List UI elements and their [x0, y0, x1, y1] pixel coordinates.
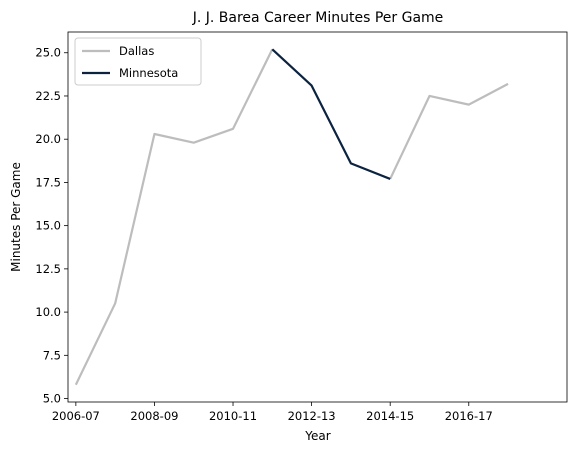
legend-label-minnesota: Minnesota — [119, 66, 178, 80]
y-tick-label: 7.5 — [43, 348, 61, 362]
plot-frame — [67, 31, 568, 403]
chart-title: J. J. Barea Career Minutes Per Game — [192, 10, 444, 26]
y-tick-label: 15.0 — [35, 219, 61, 233]
x-tick-label: 2014-15 — [366, 409, 414, 423]
x-axis-label: Year — [304, 429, 330, 443]
y-tick-label: 25.0 — [35, 46, 61, 60]
x-tick-label: 2006-07 — [52, 409, 100, 423]
y-tick-label: 12.5 — [35, 262, 61, 276]
y-tick-label: 5.0 — [43, 392, 61, 406]
x-tick-label: 2008-09 — [130, 409, 178, 423]
series-line-minnesota-1 — [271, 48, 391, 180]
x-tick-label: 2010-11 — [209, 409, 257, 423]
series-line-dallas-2 — [389, 82, 509, 180]
x-tick-label: 2012-13 — [288, 409, 336, 423]
y-axis-label: Minutes Per Game — [9, 162, 23, 272]
legend-label-dallas: Dallas — [119, 44, 154, 58]
y-tick-label: 22.5 — [35, 89, 61, 103]
series-line-dallas-1 — [74, 48, 274, 386]
y-tick-label: 20.0 — [35, 132, 61, 146]
y-tick-label: 17.5 — [35, 175, 61, 189]
x-tick-label: 2016-17 — [445, 409, 493, 423]
y-tick-label: 10.0 — [35, 305, 61, 319]
plot-area: 2006-07 2008-09 2010-11 2012-13 2014-15 2016-… — [35, 31, 568, 423]
